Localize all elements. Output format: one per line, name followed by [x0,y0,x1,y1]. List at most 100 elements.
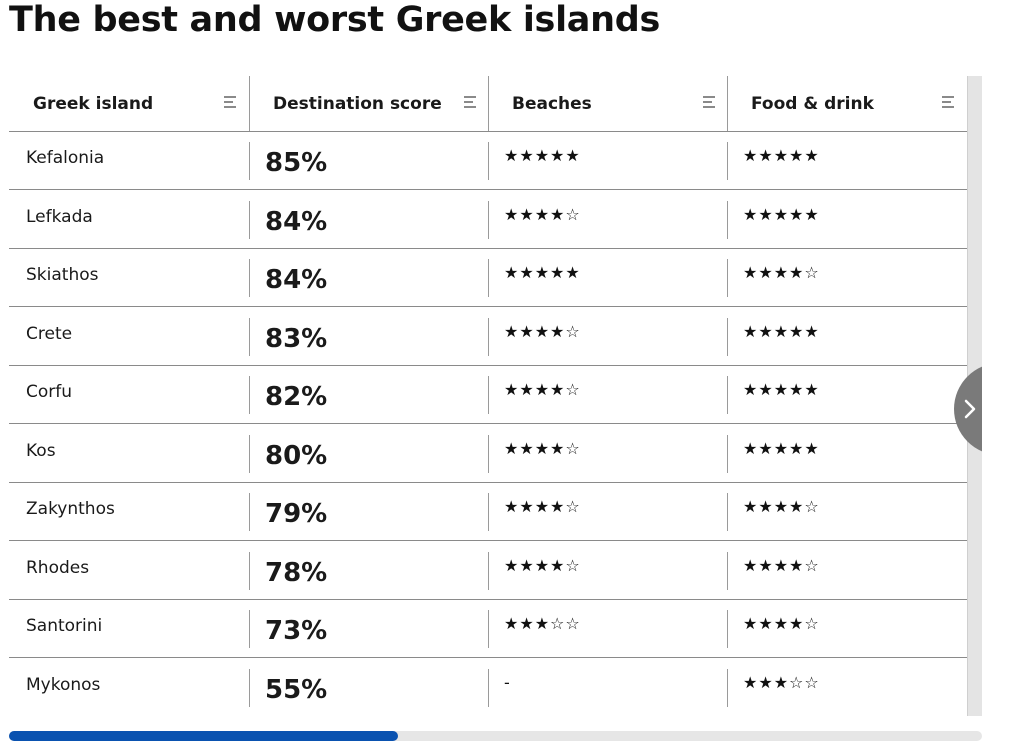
column-header-label: Food & drink [751,94,874,114]
column-divider [249,610,250,648]
food-rating: ★★★★☆ [743,555,820,575]
food-rating: ★★★★☆ [743,614,820,633]
island-cell: Corfu [9,366,249,424]
destination-score: 80% [265,440,328,471]
beaches-cell: ★★★★★ [488,132,727,190]
column-divider [727,142,728,180]
column-header-label: Beaches [512,94,592,114]
beaches-cell: ★★★★☆ [488,425,727,483]
destination-score: 79% [265,499,328,529]
island-name: Kos [26,440,56,461]
column-divider [249,317,250,356]
scroll-next-button[interactable] [954,363,982,455]
destination-score: 55% [265,674,328,705]
column-divider [727,668,728,707]
score-cell: 82% [249,366,488,424]
food-cell: ★★★★★ [727,132,968,190]
horizontal-scrollbar[interactable] [9,731,982,741]
column-divider [249,259,250,297]
beaches-cell: ★★★★☆ [488,308,727,366]
column-divider [488,200,489,239]
beaches-cell: - [488,659,727,717]
score-cell: 78% [249,542,488,600]
column-divider [249,493,250,531]
column-divider [488,610,489,648]
destination-score: 84% [265,265,328,295]
score-cell: 80% [249,425,488,483]
island-name: Rhodes [26,557,90,578]
table-row: Skiathos 84% ★★★★★ ★★★★☆ [9,249,968,307]
sort-icon[interactable] [703,96,715,109]
score-cell: 83% [249,308,488,366]
beaches-rating: ★★★★☆ [504,438,581,458]
score-cell: 84% [249,191,488,249]
column-divider [727,493,728,531]
sort-icon[interactable] [942,96,954,109]
beaches-rating: ★★★★☆ [504,555,581,575]
column-header-destination-score[interactable]: Destination score [249,76,488,131]
island-cell: Mykonos [9,659,249,717]
sort-icon[interactable] [224,96,236,109]
scrollbar-thumb[interactable] [9,731,398,741]
destination-score: 73% [265,616,328,646]
island-cell: Crete [9,308,249,366]
column-divider [727,200,728,239]
column-divider [488,76,489,131]
column-divider [727,317,728,356]
island-name: Crete [26,323,73,344]
column-divider [249,76,250,131]
column-divider [727,434,728,473]
column-header-beaches[interactable]: Beaches [488,76,727,131]
column-header-label: Greek island [33,94,154,114]
column-header-food-drink[interactable]: Food & drink [727,76,968,131]
food-cell: ★★★☆☆ [727,659,968,717]
food-cell: ★★★★☆ [727,483,968,541]
island-cell: Lefkada [9,191,249,249]
food-cell: ★★★★☆ [727,600,968,658]
table-row: Corfu 82% ★★★★☆ ★★★★★ [9,366,968,424]
column-divider [249,142,250,180]
column-divider [488,142,489,180]
island-cell: Rhodes [9,542,249,600]
page-title: The best and worst Greek islands [9,0,660,40]
column-header-greek-island[interactable]: Greek island [9,76,249,131]
island-name: Corfu [26,382,73,402]
food-rating: ★★★★☆ [743,263,820,282]
island-name: Zakynthos [26,499,115,519]
beaches-cell: ★★★★☆ [488,483,727,541]
table-row: Kos 80% ★★★★☆ ★★★★★ [9,425,968,483]
column-divider [488,259,489,297]
beaches-rating: - [504,672,511,692]
beaches-rating: ★★★★☆ [504,380,581,399]
beaches-cell: ★★★★☆ [488,366,727,424]
table-header-row: Greek island Destination score Beaches [9,76,968,132]
destination-score: 84% [265,206,328,237]
food-rating: ★★★☆☆ [743,672,820,692]
column-divider [249,434,250,473]
beaches-rating: ★★★★★ [504,263,581,282]
beaches-rating: ★★★★☆ [504,204,581,224]
food-rating: ★★★★★ [743,321,820,341]
food-rating: ★★★★☆ [743,497,820,516]
column-divider [727,259,728,297]
island-name: Kefalonia [26,148,105,168]
beaches-rating: ★★★★☆ [504,497,581,516]
food-cell: ★★★★☆ [727,249,968,307]
island-cell: Santorini [9,600,249,658]
destination-score: 78% [265,557,328,588]
column-divider [488,551,489,590]
table-row: Crete 83% ★★★★☆ ★★★★★ [9,308,968,366]
column-divider [488,493,489,531]
island-name: Santorini [26,616,103,636]
column-divider [727,551,728,590]
score-cell: 84% [249,249,488,307]
column-divider [488,668,489,707]
sort-icon[interactable] [464,96,476,109]
food-cell: ★★★★★ [727,191,968,249]
destination-score: 85% [265,148,328,178]
beaches-rating: ★★★★★ [504,146,581,165]
food-cell: ★★★★★ [727,308,968,366]
island-cell: Skiathos [9,249,249,307]
food-rating: ★★★★★ [743,438,820,458]
